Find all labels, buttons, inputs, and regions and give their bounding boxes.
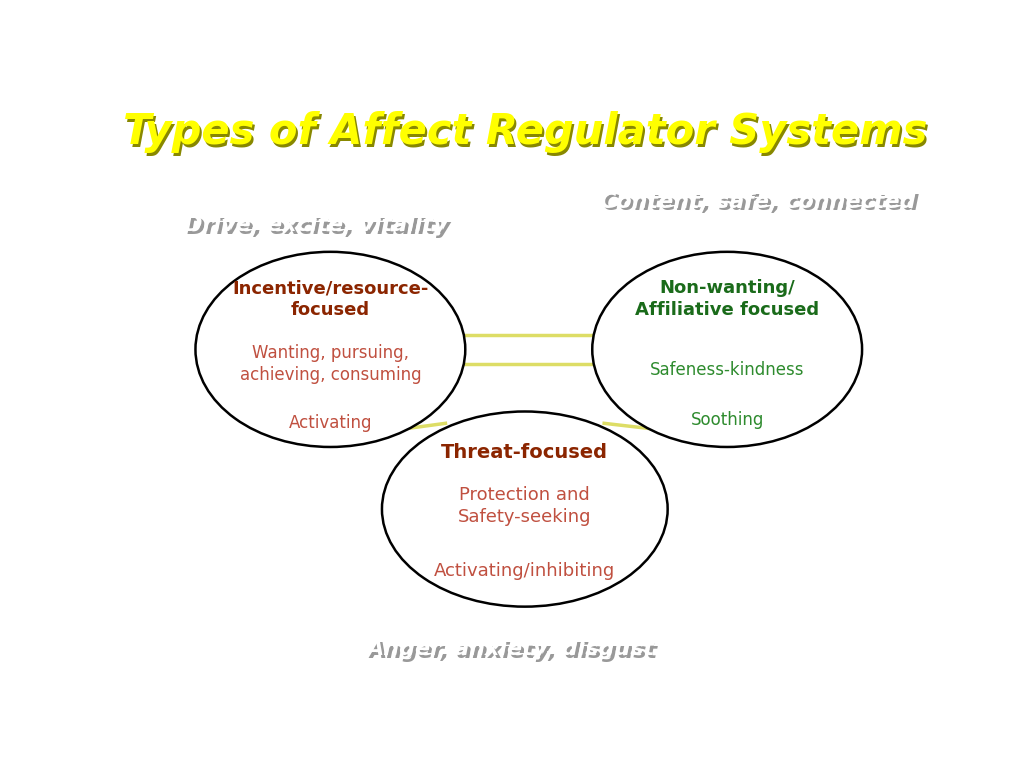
Text: Types of Affect Regulator Systems: Types of Affect Regulator Systems <box>125 114 930 156</box>
Text: Activating/inhibiting: Activating/inhibiting <box>434 562 615 580</box>
Text: Drive, excite, vitality: Drive, excite, vitality <box>183 215 447 235</box>
Text: Soothing: Soothing <box>690 412 764 429</box>
Text: Drive, excite, vitality: Drive, excite, vitality <box>186 217 451 237</box>
Text: Anger, anxiety, disgust: Anger, anxiety, disgust <box>367 639 654 659</box>
Text: Protection and
Safety-seeking: Protection and Safety-seeking <box>458 486 592 526</box>
Text: Incentive/resource-
focused: Incentive/resource- focused <box>232 279 429 319</box>
Text: Non-wanting/
Affiliative focused: Non-wanting/ Affiliative focused <box>635 279 819 319</box>
Text: Anger, anxiety, disgust: Anger, anxiety, disgust <box>370 641 657 661</box>
Ellipse shape <box>382 412 668 607</box>
Text: Types of Affect Regulator Systems: Types of Affect Regulator Systems <box>123 111 927 153</box>
Text: Threat-focused: Threat-focused <box>441 443 608 462</box>
Text: Wanting, pursuing,
achieving, consuming: Wanting, pursuing, achieving, consuming <box>240 344 421 384</box>
Text: Content, safe, connected: Content, safe, connected <box>603 194 919 214</box>
Text: Activating: Activating <box>289 414 372 432</box>
Text: Safeness-kindness: Safeness-kindness <box>650 361 805 379</box>
Ellipse shape <box>592 252 862 447</box>
Text: Content, safe, connected: Content, safe, connected <box>600 191 915 211</box>
Ellipse shape <box>196 252 465 447</box>
